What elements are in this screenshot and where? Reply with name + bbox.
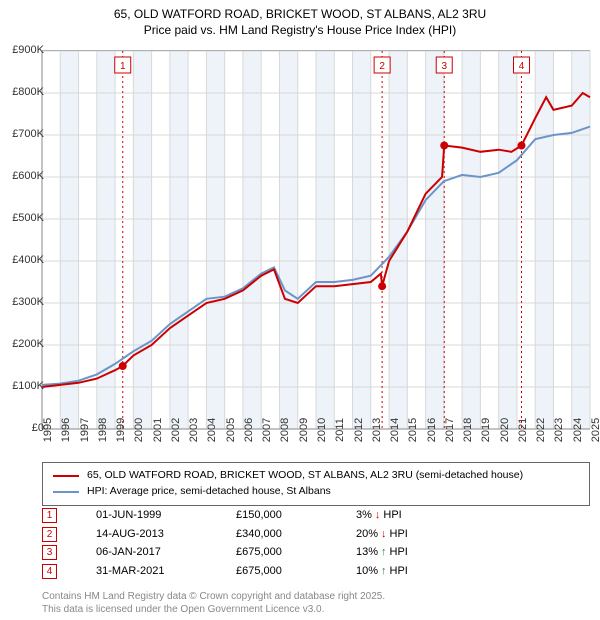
chart-plot: 1 2 3 4 — [42, 50, 590, 428]
event-date: 06-JAN-2017 — [96, 543, 236, 562]
title-line2: Price paid vs. HM Land Registry's House … — [10, 22, 590, 38]
svg-text:4: 4 — [519, 61, 525, 72]
ytick-label: £600K — [12, 170, 44, 182]
legend-swatch-property — [53, 475, 79, 477]
xtick-label: 2011 — [334, 418, 346, 442]
sale-event-row: 2 14-AUG-2013£340,00020%↓HPI — [42, 525, 590, 544]
chart-legend: 65, OLD WATFORD ROAD, BRICKET WOOD, ST A… — [42, 462, 590, 506]
event-marker: 3 — [42, 545, 57, 560]
footer-attribution: Contains HM Land Registry data © Crown c… — [42, 590, 590, 616]
xtick-label: 2000 — [133, 418, 145, 442]
event-date: 14-AUG-2013 — [96, 525, 236, 544]
xtick-label: 2022 — [535, 418, 547, 442]
xtick-label: 2006 — [243, 418, 255, 442]
arrow-up-icon: ↑ — [381, 543, 387, 562]
legend-label-hpi: HPI: Average price, semi-detached house,… — [87, 484, 331, 500]
xtick-label: 2014 — [389, 418, 401, 442]
xtick-label: 2007 — [261, 418, 273, 442]
xtick-label: 2024 — [572, 418, 584, 442]
xtick-label: 2023 — [553, 418, 565, 442]
ytick-label: £700K — [12, 128, 44, 140]
xtick-label: 2001 — [152, 418, 164, 442]
ytick-label: £800K — [12, 86, 44, 98]
ytick-label: £300K — [12, 296, 44, 308]
event-marker: 2 — [42, 527, 57, 542]
svg-text:2: 2 — [379, 61, 385, 72]
arrow-down-icon: ↓ — [381, 525, 387, 544]
title-line1: 65, OLD WATFORD ROAD, BRICKET WOOD, ST A… — [10, 6, 590, 22]
sale-event-row: 4 31-MAR-2021£675,00010%↑HPI — [42, 562, 590, 581]
xtick-label: 2008 — [279, 418, 291, 442]
event-marker: 4 — [42, 564, 57, 579]
event-delta: 20%↓HPI — [356, 525, 456, 544]
xtick-label: 2020 — [499, 418, 511, 442]
xtick-label: 2016 — [426, 418, 438, 442]
xtick-label: 2019 — [480, 418, 492, 442]
ytick-label: £400K — [12, 254, 44, 266]
event-delta: 3%↓HPI — [356, 506, 456, 525]
xtick-label: 2015 — [407, 418, 419, 442]
sale-event-row: 1 01-JUN-1999£150,0003%↓HPI — [42, 506, 590, 525]
xtick-label: 2005 — [225, 418, 237, 442]
event-price: £150,000 — [236, 506, 356, 525]
ytick-label: £900K — [12, 44, 44, 56]
xtick-label: 2021 — [517, 418, 529, 442]
xtick-label: 2010 — [316, 418, 328, 442]
footer-line1: Contains HM Land Registry data © Crown c… — [42, 591, 385, 602]
xtick-label: 2025 — [590, 418, 600, 442]
event-delta: 13%↑HPI — [356, 543, 456, 562]
svg-text:3: 3 — [441, 61, 447, 72]
xtick-label: 1996 — [60, 418, 72, 442]
ytick-label: £500K — [12, 212, 44, 224]
xtick-label: 1999 — [115, 418, 127, 442]
xtick-label: 2012 — [353, 418, 365, 442]
legend-label-property: 65, OLD WATFORD ROAD, BRICKET WOOD, ST A… — [87, 468, 523, 484]
event-price: £675,000 — [236, 543, 356, 562]
ytick-label: £200K — [12, 338, 44, 350]
legend-item-property: 65, OLD WATFORD ROAD, BRICKET WOOD, ST A… — [53, 468, 579, 484]
xtick-label: 2002 — [170, 418, 182, 442]
legend-swatch-hpi — [53, 491, 79, 493]
event-date: 31-MAR-2021 — [96, 562, 236, 581]
xtick-label: 2017 — [444, 418, 456, 442]
event-marker: 1 — [42, 508, 57, 523]
svg-text:1: 1 — [120, 61, 126, 72]
xtick-label: 1995 — [42, 418, 54, 442]
event-date: 01-JUN-1999 — [96, 506, 236, 525]
event-delta: 10%↑HPI — [356, 562, 456, 581]
event-price: £340,000 — [236, 525, 356, 544]
xtick-label: 1997 — [79, 418, 91, 442]
chart-title: 65, OLD WATFORD ROAD, BRICKET WOOD, ST A… — [0, 0, 600, 42]
xtick-label: 2009 — [298, 418, 310, 442]
sale-events-table: 1 01-JUN-1999£150,0003%↓HPI 2 14-AUG-2013£3… — [42, 506, 590, 581]
ytick-label: £100K — [12, 380, 44, 392]
xtick-label: 2013 — [371, 418, 383, 442]
event-price: £675,000 — [236, 562, 356, 581]
xtick-label: 2018 — [462, 418, 474, 442]
legend-item-hpi: HPI: Average price, semi-detached house,… — [53, 484, 579, 500]
arrow-up-icon: ↑ — [381, 562, 387, 581]
xtick-label: 2003 — [188, 418, 200, 442]
sale-event-row: 3 06-JAN-2017£675,00013%↑HPI — [42, 543, 590, 562]
arrow-down-icon: ↓ — [375, 506, 381, 525]
footer-line2: This data is licensed under the Open Gov… — [42, 604, 324, 615]
xtick-label: 2004 — [206, 418, 218, 442]
xtick-label: 1998 — [97, 418, 109, 442]
